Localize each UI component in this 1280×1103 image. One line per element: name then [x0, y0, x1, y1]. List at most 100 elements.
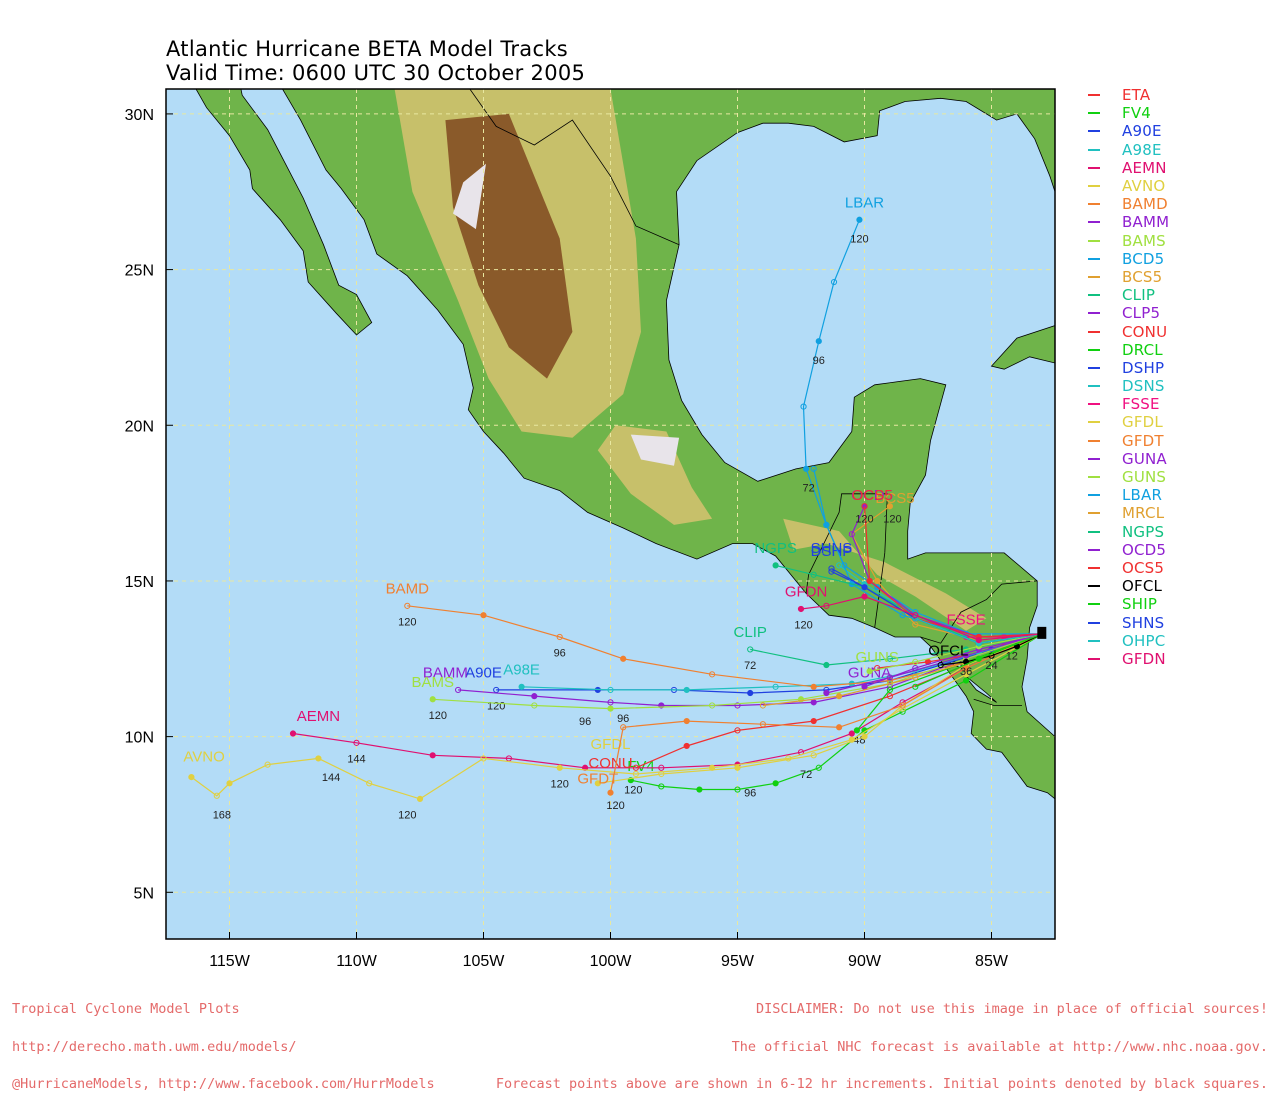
forecast-hour-label: 12 [1006, 651, 1018, 663]
track-name-label: NGPS [754, 540, 797, 557]
legend-item-bcs5: BCS5 [1088, 268, 1169, 286]
track-name-label: AVNO [183, 749, 224, 766]
forecast-point [810, 683, 817, 690]
legend-item-ohpc: OHPC [1088, 632, 1169, 650]
x-tick-label: 100W [590, 953, 633, 970]
forecast-point [772, 562, 779, 569]
forecast-point [658, 783, 665, 790]
forecast-point [429, 752, 436, 759]
lake-nicaragua [963, 673, 997, 703]
forecast-hour-label: 96 [744, 788, 756, 800]
x-tick-label: 85W [975, 953, 1009, 970]
legend-item-clp5: CLP5 [1088, 304, 1169, 322]
forecast-point [531, 702, 538, 709]
legend-label: BAMM [1122, 213, 1170, 232]
forecast-point [988, 652, 995, 659]
legend-item-bamd: BAMD [1088, 195, 1169, 213]
forecast-point [836, 562, 843, 569]
track-line [458, 633, 1043, 707]
forecast-hour-label: 24 [985, 660, 997, 672]
forecast-point [830, 278, 838, 286]
footer-social[interactable]: @HurricaneModels, http://www.facebook.co… [12, 1076, 435, 1092]
legend-label: SHNS [1122, 613, 1165, 632]
legend-label: FSSE [1122, 395, 1160, 414]
legend-swatch [1088, 348, 1100, 351]
forecast-hour-label: 120 [883, 514, 901, 526]
forecast-point [594, 780, 601, 787]
forecast-point [886, 686, 894, 694]
costa-rica-border [973, 698, 1022, 706]
legend-label: DSHP [1122, 358, 1165, 377]
track-name-label: FSSE [947, 612, 986, 629]
forecast-point [912, 621, 919, 628]
y-tick-label: 30N [125, 107, 154, 124]
track-name-label: GFDT [577, 770, 618, 787]
x-tick-label: 105W [463, 953, 506, 970]
honduras-border [920, 580, 1038, 644]
footer-credits: Tropical Cyclone Model Plots http://dere… [12, 978, 435, 1103]
track-bamm: 96 BAMM [423, 633, 1043, 725]
legend-swatch [1088, 221, 1100, 224]
forecast-point [874, 665, 881, 672]
forecast-point [531, 693, 538, 700]
track-ocs5: 120 OCS5 [852, 487, 1043, 641]
legend-swatch [1088, 476, 1100, 479]
track-line [609, 633, 1043, 793]
track-name-label: CONU [588, 755, 632, 772]
legend-label: GFDL [1122, 413, 1163, 432]
forecast-hour-label: 96 [554, 648, 566, 660]
track-line [864, 633, 1043, 688]
legend-item-lbar: LBAR [1088, 486, 1169, 504]
forecast-point [866, 577, 873, 585]
legend-item-fsse: FSSE [1088, 395, 1169, 413]
legend-label: AVNO [1122, 177, 1166, 196]
forecast-point [836, 693, 843, 700]
track-line [191, 633, 1043, 800]
legend-swatch [1088, 366, 1100, 369]
legend-swatch [1088, 603, 1100, 606]
track-name-label: BAMS [411, 674, 454, 691]
legend: ETA FV4 A90E A98E AEMN AVNO BAMD BAMM BAMS BCD5 BC… [1088, 86, 1169, 668]
legend-swatch [1088, 512, 1100, 515]
y-tick-label: 15N [125, 574, 154, 591]
forecast-point [810, 717, 817, 725]
track-name-label: GFDL [590, 736, 630, 753]
forecast-point [518, 683, 525, 690]
forecast-point [810, 571, 817, 578]
footer-url[interactable]: http://derecho.math.uwm.edu/models/ [12, 1038, 297, 1055]
legend-label: OCD5 [1122, 540, 1167, 559]
el-salvador-border [874, 552, 886, 628]
legend-label: GFDN [1122, 649, 1166, 668]
forecast-hour-label: 120 [624, 785, 642, 797]
legend-swatch [1088, 312, 1100, 315]
forecast-point [823, 521, 830, 528]
volcanic-belt [630, 434, 680, 466]
legend-swatch [1088, 639, 1100, 642]
y-tick-label: 5N [134, 885, 154, 902]
legend-swatch [1088, 439, 1100, 442]
y-tick-label: 20N [125, 418, 154, 435]
track-map: 115W 110W 105W 100W 95W 90W 85W 30N 25N 20N 15N 10N… [125, 88, 1056, 970]
forecast-point [823, 661, 830, 669]
forecast-hour-label: 36 [960, 666, 972, 678]
forecast-point [899, 612, 906, 619]
forecast-point [899, 702, 906, 709]
forecast-point [556, 633, 563, 641]
legend-item-dsns: DSNS [1088, 377, 1169, 395]
forecast-hour-label: 144 [347, 753, 365, 765]
forecast-point [429, 696, 436, 703]
legend-label: BAMD [1122, 195, 1168, 214]
legend-item-fv4: FV4 [1088, 104, 1169, 122]
legend-swatch [1088, 530, 1100, 533]
forecast-point [696, 786, 703, 793]
initial-point-marker [1037, 626, 1047, 639]
forecast-hour-label: 120 [855, 514, 873, 526]
footer-line: Forecast points above are shown in 6-12 … [495, 1076, 1268, 1092]
track-name-label: BAMD [386, 580, 430, 597]
legend-label: NGPS [1122, 522, 1165, 541]
legend-swatch [1088, 112, 1100, 115]
plot-frame [165, 88, 1056, 940]
forecast-point [975, 636, 982, 644]
track-line [630, 633, 1043, 791]
forecast-hour-label: 96 [813, 355, 825, 367]
